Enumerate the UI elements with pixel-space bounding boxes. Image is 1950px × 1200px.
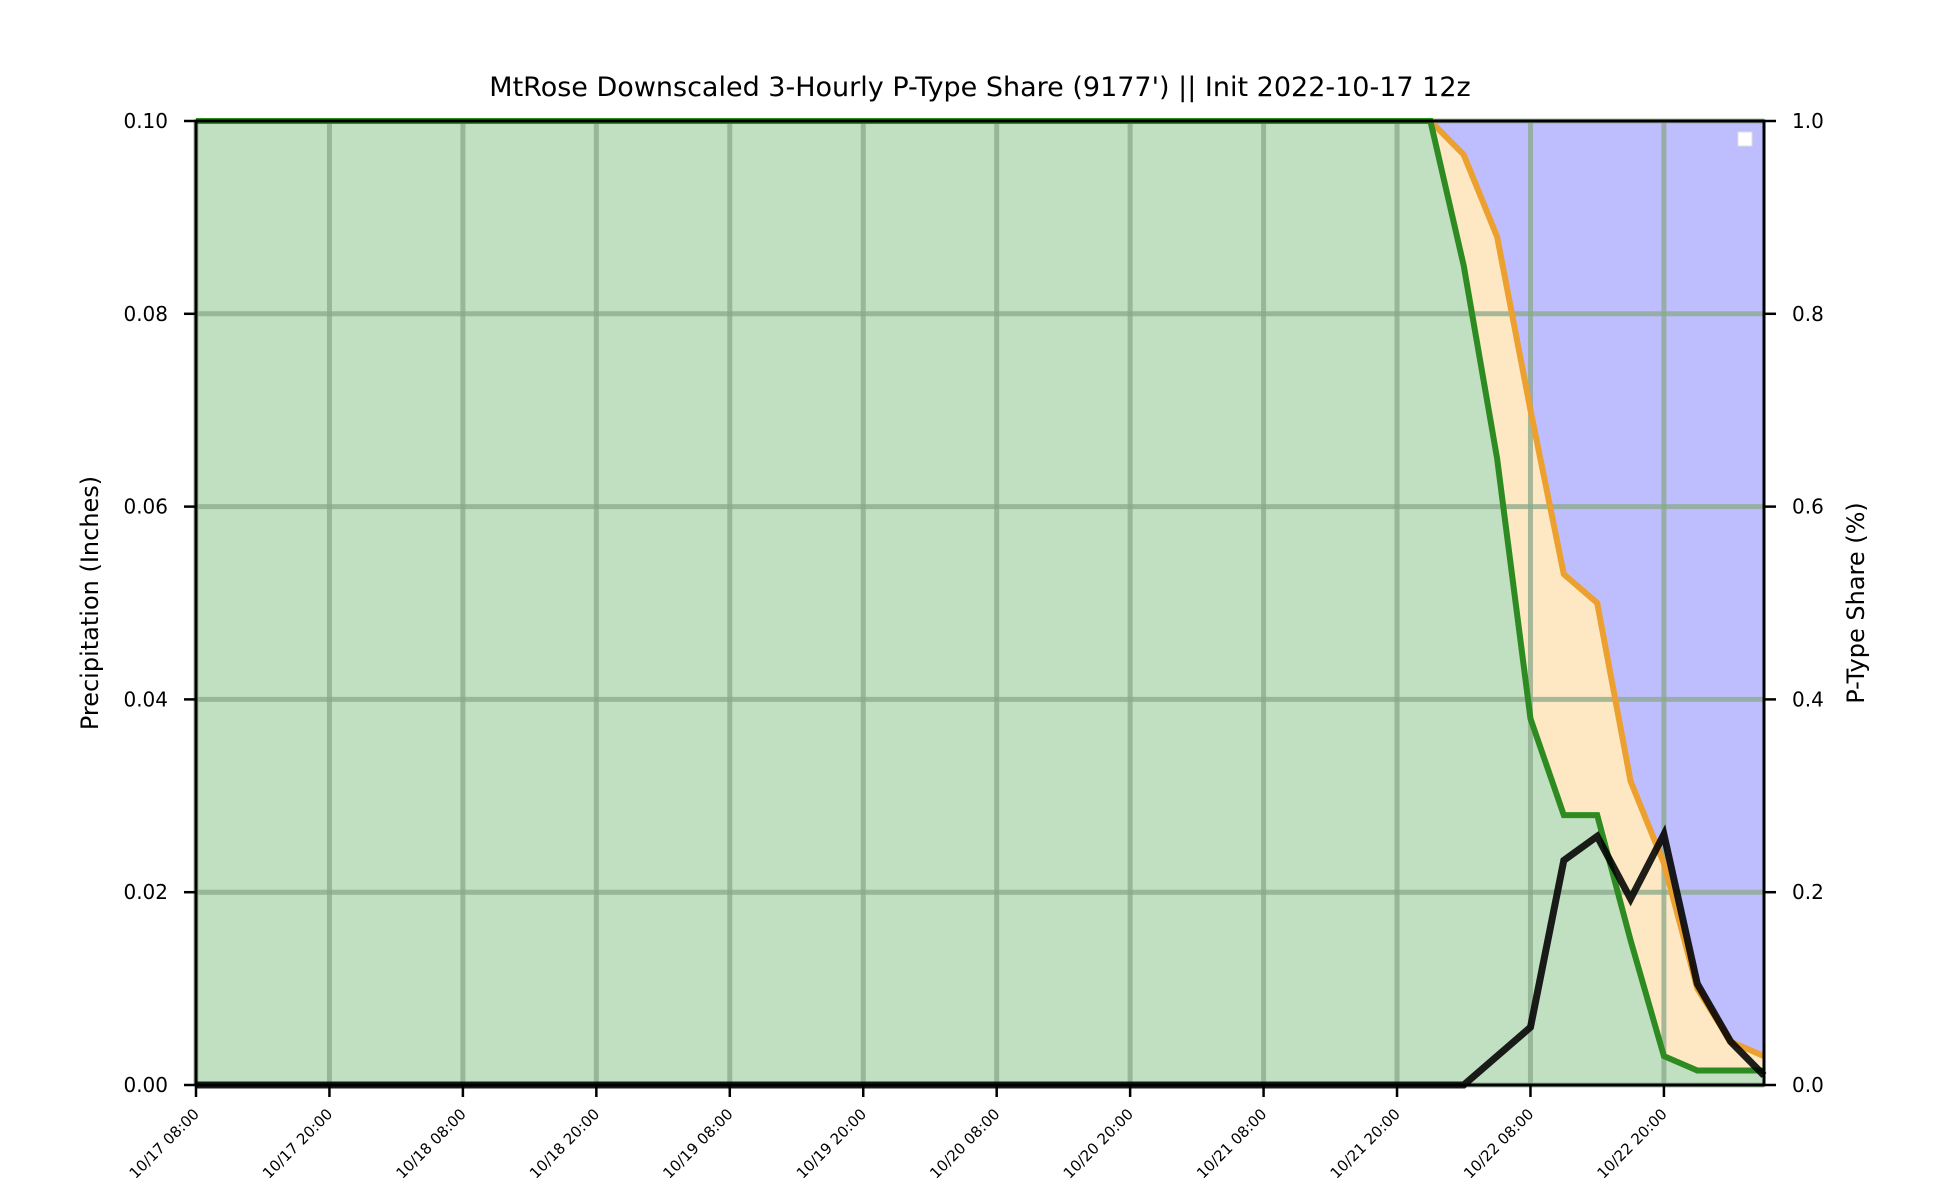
x-tick-label: 10/19 08:00 [659, 1105, 736, 1182]
x-tick-label: 10/22 08:00 [1460, 1105, 1537, 1182]
x-tick-label: 10/19 20:00 [793, 1105, 870, 1182]
y-tick-label: 0.02 [123, 880, 168, 904]
x-tick-label: 10/21 20:00 [1327, 1105, 1404, 1182]
x-axis: 10/17 08:00 10/17 20:00 10/18 08:00 10/18 2… [126, 1085, 1671, 1182]
y-tick-label: 0.08 [123, 302, 168, 326]
plot-frame [194, 119, 1766, 1087]
y2-tick-label: 0.6 [1792, 495, 1824, 519]
y-axis-label: Precipitation (Inches) [76, 476, 104, 730]
right-y-axis: 0.0 0.2 0.4 0.6 0.8 1.0 [1764, 109, 1824, 1097]
y2-tick-label: 0.8 [1792, 302, 1824, 326]
x-tick-label: 10/18 08:00 [392, 1105, 469, 1182]
x-tick-label: 10/20 08:00 [926, 1105, 1003, 1182]
rain-share-area [196, 121, 1764, 1085]
y-tick-label: 0.10 [123, 109, 168, 133]
left-y-axis: 0.00 0.02 0.04 0.06 0.08 0.10 [123, 109, 196, 1097]
chart-title: MtRose Downscaled 3-Hourly P-Type Share … [489, 72, 1470, 103]
y-tick-label: 0.04 [123, 687, 168, 711]
y-tick-label: 0.06 [123, 495, 168, 519]
y2-tick-label: 0.4 [1792, 687, 1824, 711]
y2-tick-label: 0.2 [1792, 880, 1824, 904]
x-tick-label: 10/17 08:00 [126, 1105, 203, 1182]
x-tick-label: 10/20 20:00 [1060, 1105, 1137, 1182]
x-tick-label: 10/17 20:00 [259, 1105, 336, 1182]
plot-area [193, 118, 1767, 1089]
legend-box [1737, 131, 1753, 147]
y2-tick-label: 1.0 [1792, 109, 1824, 133]
y2-tick-label: 0.0 [1792, 1073, 1824, 1097]
x-tick-label: 10/22 20:00 [1594, 1105, 1671, 1182]
x-tick-label: 10/18 20:00 [526, 1105, 603, 1182]
x-tick-label: 10/21 08:00 [1193, 1105, 1270, 1182]
y2-axis-label: P-Type Share (%) [1842, 502, 1870, 704]
y-tick-label: 0.00 [123, 1073, 168, 1097]
